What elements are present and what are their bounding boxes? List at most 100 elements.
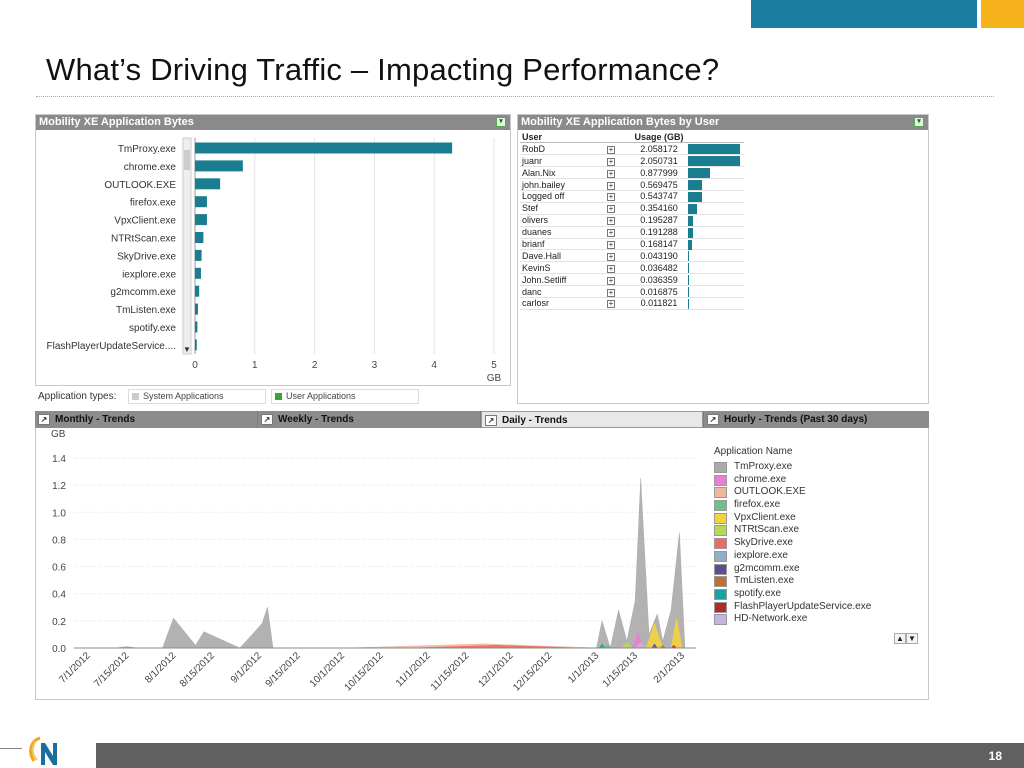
column-header-expand — [592, 131, 630, 144]
y-tick-label: 0.6 — [52, 563, 66, 574]
tab-monthly-trends[interactable]: ↗ Monthly - Trends — [35, 411, 257, 428]
user-name[interactable]: danc — [520, 285, 592, 298]
column-header-usage[interactable]: Usage (GB) — [630, 131, 688, 144]
legend-swatch — [714, 588, 727, 600]
table-row[interactable]: John.Setliff +0.036359 — [520, 273, 744, 287]
header-accent-orange — [981, 0, 1024, 28]
expand-plus-icon[interactable]: + — [607, 275, 615, 285]
user-name[interactable]: Stef — [520, 202, 592, 215]
filter-system-applications[interactable]: System Applications — [128, 389, 266, 404]
scrollbar-track — [182, 137, 192, 355]
table-row[interactable]: Alan.Nix +0.877999 — [520, 166, 744, 180]
expand-plus-icon[interactable]: + — [607, 228, 615, 238]
table-row[interactable]: carlosr +0.011821 — [520, 297, 744, 310]
user-name[interactable]: olivers — [520, 214, 592, 227]
expand-plus-icon[interactable]: + — [607, 168, 615, 178]
table-row[interactable]: brianf +0.168147 — [520, 238, 744, 251]
legend-item[interactable]: NTRtScan.exe — [714, 524, 871, 537]
column-header-user[interactable]: User — [520, 131, 592, 144]
expand-plus-icon[interactable]: + — [607, 299, 615, 309]
tab-monthly-trends-label: Monthly - Trends — [55, 414, 135, 425]
user-name[interactable]: Dave.Hall — [520, 249, 592, 263]
expand-plus-icon[interactable]: + — [607, 263, 615, 273]
legend-item[interactable]: TmProxy.exe — [714, 461, 871, 474]
expand-cell: + — [592, 273, 630, 287]
export-icon[interactable]: ▾ — [914, 117, 924, 127]
expand-plus-icon[interactable]: + — [607, 192, 615, 202]
table-row[interactable]: john.bailey +0.569475 — [520, 178, 744, 191]
user-name[interactable]: John.Setliff — [520, 273, 592, 287]
user-name[interactable]: brianf — [520, 238, 592, 251]
table-row[interactable]: olivers +0.195287 — [520, 214, 744, 227]
legend-label: NTRtScan.exe — [734, 524, 800, 536]
tab-weekly-trends[interactable]: ↗ Weekly - Trends — [258, 411, 480, 428]
legend-item[interactable]: iexplore.exe — [714, 550, 871, 563]
legend-item[interactable]: HD-Network.exe — [714, 613, 871, 626]
checkbox-icon[interactable] — [132, 393, 139, 400]
expand-plus-icon[interactable]: + — [607, 180, 615, 190]
expand-plus-icon[interactable]: + — [607, 204, 615, 214]
expand-plus-icon[interactable]: + — [607, 239, 615, 249]
legend-item[interactable]: firefox.exe — [714, 499, 871, 512]
legend-label: HD-Network.exe — [734, 613, 808, 625]
user-name[interactable]: john.bailey — [520, 178, 592, 191]
table-row[interactable]: Dave.Hall +0.043190 — [520, 249, 744, 263]
tab-daily-trends[interactable]: ↗ Daily - Trends — [481, 411, 703, 428]
filter-user-applications[interactable]: User Applications — [271, 389, 419, 404]
chevron-up-icon[interactable]: ▲ — [894, 633, 906, 644]
expand-cell: + — [592, 226, 630, 239]
y-tick-label: 0.4 — [52, 590, 66, 601]
table-row[interactable]: Stef +0.354160 — [520, 202, 744, 215]
user-name[interactable]: RobD — [520, 142, 592, 156]
bar — [195, 196, 207, 208]
bar — [195, 249, 202, 261]
usage-bar-cell — [688, 190, 744, 203]
filter-system-applications-label: System Applications — [143, 391, 224, 401]
tab-hourly-trends[interactable]: ↗ Hourly - Trends (Past 30 days) — [704, 411, 929, 428]
company-logo — [29, 736, 57, 765]
legend-item[interactable]: VpxClient.exe — [714, 512, 871, 525]
expand-cell: + — [592, 214, 630, 227]
expand-plus-icon[interactable]: + — [607, 251, 615, 261]
legend-swatch — [714, 512, 727, 524]
user-name[interactable]: KevinS — [520, 261, 592, 275]
legend-swatch — [714, 538, 727, 550]
usage-value: 0.877999 — [630, 166, 688, 180]
expand-plus-icon[interactable]: + — [607, 287, 615, 297]
legend-item[interactable]: FlashPlayerUpdateService.exe — [714, 601, 871, 614]
usage-bar-cell — [688, 297, 744, 310]
table-row[interactable]: juanr +2.050731 — [520, 154, 744, 168]
legend-item[interactable]: spotify.exe — [714, 588, 871, 601]
table-row[interactable]: duanes +0.191288 — [520, 226, 744, 239]
user-name[interactable]: carlosr — [520, 297, 592, 310]
legend-item[interactable]: OUTLOOK.EXE — [714, 486, 871, 499]
user-name[interactable]: duanes — [520, 226, 592, 239]
usage-value: 2.050731 — [630, 154, 688, 168]
legend-label: spotify.exe — [734, 587, 782, 599]
legend-label: g2mcomm.exe — [734, 562, 800, 574]
x-tick-label: 7/1/2012 — [57, 650, 93, 686]
legend-item[interactable]: chrome.exe — [714, 474, 871, 487]
table-row[interactable]: danc +0.016875 — [520, 285, 744, 298]
checkbox-icon[interactable] — [275, 393, 282, 400]
chevron-down-icon[interactable]: ▼ — [906, 633, 918, 644]
legend-swatch — [714, 550, 727, 562]
expand-plus-icon[interactable]: + — [607, 156, 615, 166]
user-name[interactable]: juanr — [520, 154, 592, 168]
table-row[interactable]: RobD +2.058172 — [520, 142, 744, 156]
usage-value: 0.354160 — [630, 202, 688, 215]
expand-plus-icon[interactable]: + — [607, 216, 615, 226]
legend-swatch — [714, 525, 727, 537]
user-name[interactable]: Alan.Nix — [520, 166, 592, 180]
export-icon[interactable]: ▾ — [496, 117, 506, 127]
line-chart-icon: ↗ — [38, 414, 50, 425]
expand-plus-icon[interactable]: + — [607, 144, 615, 154]
table-row[interactable]: KevinS +0.036482 — [520, 261, 744, 275]
legend-item[interactable]: SkyDrive.exe — [714, 537, 871, 550]
legend-item[interactable]: g2mcomm.exe — [714, 563, 871, 576]
x-tick-label: 5 — [491, 360, 497, 371]
legend-item[interactable]: TmListen.exe — [714, 575, 871, 588]
table-row[interactable]: Logged off +0.543747 — [520, 190, 744, 203]
user-name[interactable]: Logged off — [520, 190, 592, 203]
application-types-filter: Application types: System Applications U… — [35, 388, 511, 406]
